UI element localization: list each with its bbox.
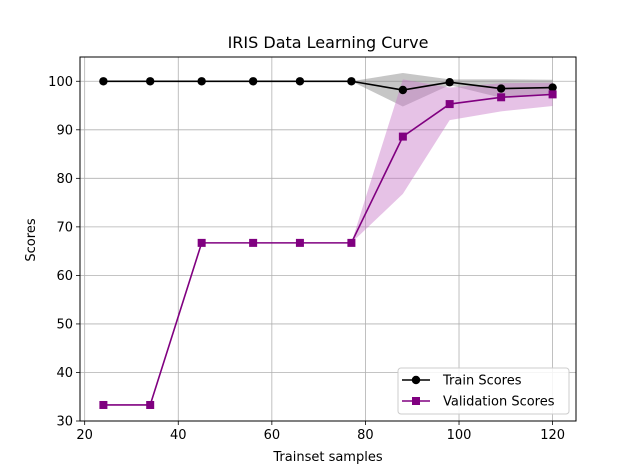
y-tick-label: 80 [56,172,73,187]
x-tick-label: 20 [76,428,93,443]
series-1-line [103,93,553,406]
series-1-point [99,400,108,409]
series-1-point [249,238,258,247]
series-0-line [103,80,553,91]
y-tick-label: 90 [56,123,73,138]
y-tick-label: 40 [56,366,73,381]
series-1-point [347,238,356,247]
series-1-point [398,132,407,141]
x-tick-label: 40 [170,428,187,443]
series-1-point [295,238,304,247]
series-0-point [295,77,305,86]
series-1-point [445,100,454,109]
y-axis-label: Scores [24,218,39,261]
series-1-point [548,90,557,99]
series-0-point [445,78,454,87]
series-0-band [103,73,553,107]
series-0-point [99,77,108,86]
legend-swatch-marker [411,375,421,385]
legend-swatch-marker [412,397,420,405]
legend-entry-label: Train Scores [442,374,522,389]
legend-box [397,367,570,415]
series-0-point [248,77,258,86]
series-markers [99,77,557,409]
series-1-point [146,400,155,409]
legend-entry-label: Validation Scores [443,395,555,410]
series-lines [103,80,553,406]
y-tick-label: 70 [56,220,73,235]
series-0-point [548,83,557,92]
legend: Train Scores Validation Scores [397,367,570,415]
y-tick-label: 60 [56,269,73,284]
series-0-point [398,85,408,95]
y-tick-label: 50 [56,317,73,332]
y-tick-label: 100 [48,75,73,90]
x-tick-label: 60 [264,428,281,443]
series-0-point [347,77,356,86]
series-1-point [497,93,506,102]
confidence-bands [103,73,553,405]
series-0-point [145,77,155,86]
x-tick-label: 120 [540,428,565,443]
series-1-point [197,238,206,247]
series-0-point [496,84,506,93]
series-0-point [197,77,206,86]
x-tick-label: 100 [447,428,472,443]
y-tick-label: 30 [56,415,73,430]
axis-ticks: 20 40 60 80 100 120 30 40 50 60 70 80 90 100 [48,75,565,443]
x-tick-label: 80 [357,428,374,443]
x-axis-label: Trainset samples [272,450,382,465]
plot-frame [79,56,577,422]
chart-title: IRIS Data Learning Curve [228,33,429,52]
